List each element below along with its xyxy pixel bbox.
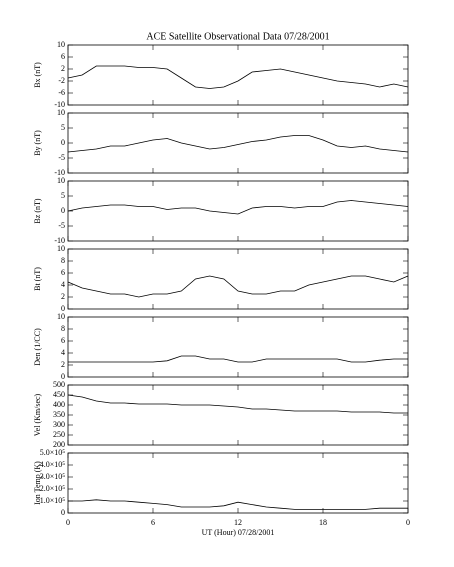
- x-tick-label: 12: [234, 518, 242, 527]
- y-tick-label: 3.0×10⁵: [40, 472, 66, 481]
- panel-frame: [67, 180, 409, 242]
- y-tick-label: 6: [61, 268, 65, 277]
- y-tick-label: -10: [54, 236, 65, 245]
- x-tick-label: 18: [319, 518, 327, 527]
- y-axis-label: Den (1/CC): [33, 328, 42, 366]
- y-tick-label: 400: [53, 400, 65, 409]
- y-tick-label: 5.0×10⁵: [40, 448, 66, 457]
- y-tick-label: 500: [53, 380, 65, 389]
- y-tick-label: -5: [58, 153, 65, 162]
- panel-frame: [67, 248, 409, 310]
- data-line: [67, 394, 408, 414]
- y-tick-label: 0: [61, 372, 65, 381]
- y-tick-label: 4.0×10⁵: [40, 460, 66, 469]
- panel-frame: [67, 452, 409, 514]
- panel-frame: [67, 44, 409, 106]
- y-tick-label: 10: [57, 108, 65, 117]
- y-tick-label: 4: [61, 348, 65, 357]
- y-tick-label: -10: [54, 100, 65, 109]
- y-tick-label: 0: [61, 138, 65, 147]
- data-line: [68, 499, 408, 510]
- panel-frame: [67, 112, 409, 174]
- y-tick-label: 2.0×10⁵: [40, 484, 66, 493]
- x-tick-label: 0: [66, 518, 70, 527]
- y-tick-label: 250: [53, 430, 65, 439]
- y-tick-label: 450: [53, 390, 65, 399]
- y-axis-label: Vel (Km/sec): [33, 393, 42, 436]
- y-tick-label: -10: [54, 168, 65, 177]
- y-axis-label: By (nT): [33, 130, 42, 156]
- data-line: [67, 65, 409, 89]
- y-tick-label: 8: [61, 324, 65, 333]
- y-tick-label: -5: [58, 221, 65, 230]
- data-line: [67, 135, 409, 153]
- data-line: [67, 275, 409, 298]
- x-tick-label: 6: [151, 518, 155, 527]
- y-axis-label: Bx (nT): [33, 62, 42, 88]
- y-tick-label: 0: [61, 304, 65, 313]
- y-tick-label: 350: [53, 410, 65, 419]
- y-tick-label: 300: [53, 420, 65, 429]
- y-axis-label: Bt (nT): [33, 267, 42, 291]
- y-tick-label: 10: [57, 176, 65, 185]
- y-tick-label: 10: [57, 40, 65, 49]
- x-axis-label: UT (Hour) 07/28/2001: [202, 528, 275, 537]
- y-tick-label: 10: [57, 244, 65, 253]
- y-tick-label: 2: [61, 360, 65, 369]
- y-tick-label: 0: [61, 508, 65, 517]
- panel-frame: [67, 316, 409, 378]
- y-tick-label: 6: [61, 52, 65, 61]
- y-tick-label: 10: [57, 312, 65, 321]
- y-tick-label: 8: [61, 256, 65, 265]
- y-axis-label: Ion Temp (K): [33, 461, 42, 505]
- data-line: [67, 200, 409, 215]
- y-tick-label: 6: [61, 336, 65, 345]
- y-tick-label: -6: [58, 88, 65, 97]
- y-tick-label: 200: [53, 440, 65, 449]
- y-axis-label: Bz (nT): [33, 198, 42, 223]
- y-tick-label: 1.0×10⁵: [40, 496, 66, 505]
- y-tick-label: 4: [61, 280, 65, 289]
- chart-title: ACE Satellite Observational Data 07/28/2…: [146, 31, 329, 42]
- y-tick-label: 5: [61, 191, 65, 200]
- data-line: [68, 355, 408, 363]
- panel-frame: [67, 384, 409, 446]
- y-tick-label: 2: [61, 292, 65, 301]
- x-tick-label: 0: [406, 518, 410, 527]
- y-tick-label: 0: [61, 206, 65, 215]
- y-tick-label: -2: [58, 76, 65, 85]
- y-tick-label: 2: [61, 64, 65, 73]
- y-tick-label: 5: [61, 123, 65, 132]
